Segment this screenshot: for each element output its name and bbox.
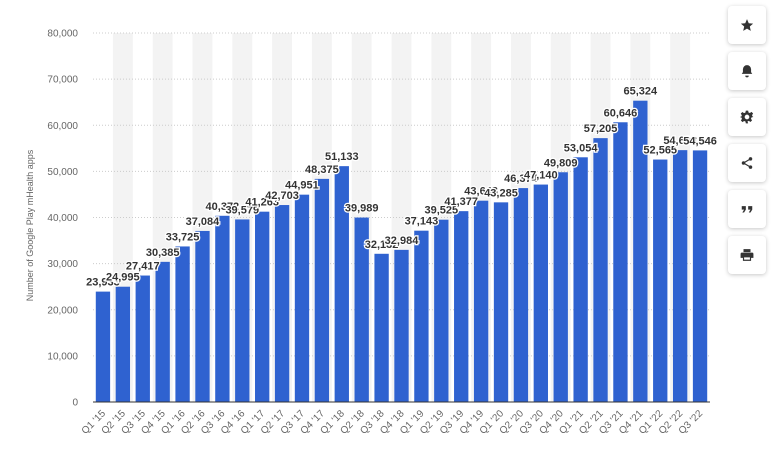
share-button[interactable] bbox=[728, 144, 766, 182]
bar bbox=[573, 157, 588, 402]
bell-icon bbox=[741, 65, 753, 78]
cite-button[interactable] bbox=[728, 190, 766, 228]
data-label: 51,133 bbox=[325, 151, 359, 163]
data-label: 53,054 bbox=[564, 142, 599, 154]
bar bbox=[115, 286, 131, 402]
data-label: 33,725 bbox=[166, 231, 200, 243]
bar bbox=[95, 291, 111, 402]
data-label: 52,565 bbox=[643, 145, 677, 157]
data-label: 54,546 bbox=[683, 135, 717, 147]
y-tick-label: 10,000 bbox=[47, 351, 78, 362]
data-label: 27,417 bbox=[126, 261, 160, 273]
bar bbox=[334, 166, 349, 402]
data-label: 32,984 bbox=[385, 235, 420, 247]
data-label: 39,579 bbox=[225, 204, 259, 216]
data-label: 23,933 bbox=[86, 277, 120, 289]
data-label: 40,372 bbox=[206, 201, 240, 213]
y-tick-label: 70,000 bbox=[47, 75, 78, 86]
bar bbox=[613, 122, 628, 402]
data-label: 43,285 bbox=[484, 187, 518, 199]
y-tick-label: 60,000 bbox=[47, 121, 78, 132]
data-label: 30,385 bbox=[146, 247, 180, 259]
bar bbox=[473, 200, 489, 402]
star-icon bbox=[740, 19, 754, 31]
bar bbox=[553, 172, 568, 402]
data-label: 32,132 bbox=[365, 239, 399, 251]
print-icon bbox=[740, 249, 754, 261]
data-label: 65,324 bbox=[624, 86, 659, 98]
bar bbox=[593, 138, 608, 402]
data-label: 47,140 bbox=[524, 170, 558, 182]
data-label: 57,205 bbox=[584, 123, 618, 135]
gear-icon bbox=[740, 110, 754, 124]
data-label: 42,703 bbox=[265, 190, 299, 202]
quote-icon bbox=[741, 206, 753, 213]
data-label: 46,374 bbox=[504, 173, 539, 185]
data-label: 60,646 bbox=[604, 107, 638, 119]
bar bbox=[513, 188, 529, 402]
bar bbox=[255, 211, 270, 402]
share-icon bbox=[741, 157, 753, 169]
data-label: 48,375 bbox=[305, 164, 339, 176]
bar bbox=[633, 100, 648, 402]
bar bbox=[354, 217, 369, 402]
bar bbox=[672, 150, 688, 402]
bar bbox=[235, 219, 250, 402]
bar bbox=[314, 178, 330, 402]
bar bbox=[692, 150, 708, 402]
bar bbox=[414, 230, 429, 402]
data-label: 43,643 bbox=[464, 186, 498, 198]
bar bbox=[533, 184, 548, 402]
bar bbox=[493, 202, 509, 402]
data-label: 24,995 bbox=[106, 272, 140, 284]
bar bbox=[215, 215, 230, 402]
y-tick-label: 0 bbox=[72, 398, 78, 409]
y-tick-label: 50,000 bbox=[47, 167, 78, 178]
data-label: 39,525 bbox=[424, 205, 458, 217]
bar bbox=[274, 205, 290, 402]
data-label: 37,143 bbox=[405, 216, 439, 228]
y-axis-title: Number of Google Play mHealth apps bbox=[25, 149, 35, 301]
bar bbox=[394, 249, 409, 402]
data-label: 37,084 bbox=[186, 216, 221, 228]
settings-button[interactable] bbox=[728, 98, 766, 136]
bar bbox=[374, 253, 389, 402]
data-label: 49,809 bbox=[544, 157, 578, 169]
bar bbox=[155, 261, 170, 402]
y-tick-label: 30,000 bbox=[47, 259, 78, 270]
y-tick-label: 40,000 bbox=[47, 213, 78, 224]
data-label: 44,951 bbox=[285, 180, 319, 192]
print-button[interactable] bbox=[728, 236, 766, 274]
bar bbox=[434, 219, 449, 402]
chart-toolbar bbox=[728, 6, 766, 282]
data-label: 41,377 bbox=[444, 196, 478, 208]
bars bbox=[95, 100, 708, 402]
bar bbox=[195, 230, 210, 402]
favorite-button[interactable] bbox=[728, 6, 766, 44]
data-label: 39,989 bbox=[345, 203, 379, 215]
bar bbox=[653, 159, 668, 402]
bar bbox=[135, 275, 150, 402]
bar bbox=[454, 211, 469, 402]
data-label: 54,603 bbox=[663, 135, 697, 147]
data-label: 41,263 bbox=[245, 197, 279, 209]
y-tick-label: 20,000 bbox=[47, 305, 78, 316]
bar bbox=[294, 194, 310, 402]
y-tick-label: 80,000 bbox=[47, 29, 78, 40]
bar bbox=[175, 246, 190, 402]
y-axis: 0 10,000 20,000 30,000 40,000 50,000 60,000 70,… bbox=[47, 29, 78, 409]
notification-button[interactable] bbox=[728, 52, 766, 90]
